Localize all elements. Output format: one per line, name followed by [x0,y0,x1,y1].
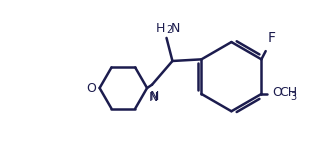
Text: N: N [171,22,180,35]
Text: O: O [273,86,282,99]
Text: 2: 2 [166,25,173,35]
Text: CH: CH [279,86,298,99]
Text: 3: 3 [290,92,297,102]
Text: O: O [86,81,96,94]
Text: N: N [150,90,159,103]
Text: H: H [156,22,165,35]
Text: F: F [267,31,275,45]
Text: N: N [149,91,158,104]
